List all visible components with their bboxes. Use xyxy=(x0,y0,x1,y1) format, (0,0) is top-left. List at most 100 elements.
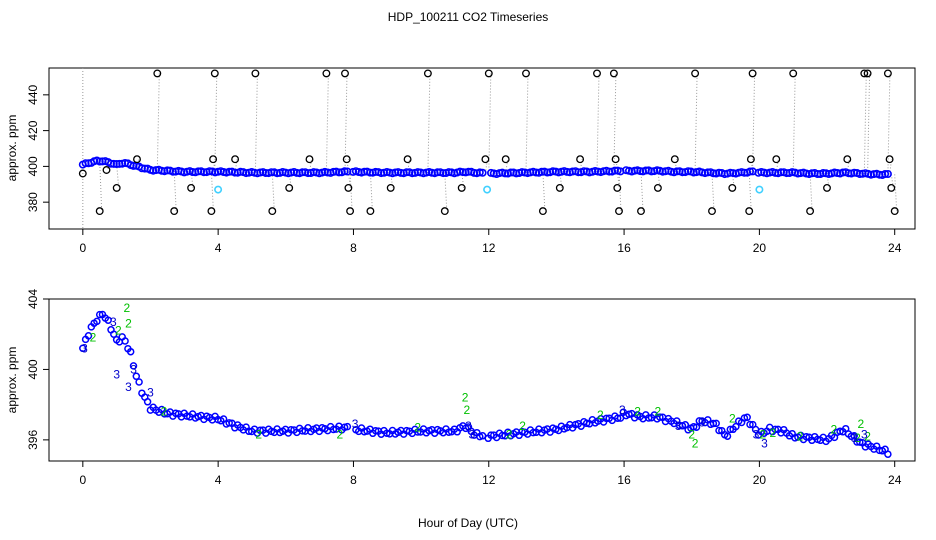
top-outlier-point xyxy=(670,155,679,164)
top-co2-point xyxy=(340,167,349,176)
top-drop-line xyxy=(116,164,120,188)
top-highlight-point xyxy=(755,185,764,194)
bottom-co2-point xyxy=(732,422,740,431)
bottom-x-tick-label: 0 xyxy=(79,473,86,487)
top-x-tick-label: 16 xyxy=(617,241,631,255)
bottom-co2-point xyxy=(498,431,507,440)
bottom-co2-point xyxy=(712,419,720,428)
top-drop-line xyxy=(867,73,871,174)
top-outlier-point xyxy=(231,155,240,164)
bottom-co2-point xyxy=(529,428,537,437)
top-outlier-point xyxy=(823,183,831,192)
top-drop-line xyxy=(750,159,754,172)
top-outlier-point xyxy=(209,155,218,164)
top-y-tick-label: 400 xyxy=(26,156,40,176)
bottom-co2-point xyxy=(371,426,380,435)
bottom-flag3-label: 3 xyxy=(130,362,137,376)
top-drop-line xyxy=(542,172,546,212)
top-drop-line xyxy=(173,171,177,212)
bottom-co2-point xyxy=(143,398,152,406)
bottom-co2-point xyxy=(723,432,732,440)
top-drop-line xyxy=(674,159,678,172)
bottom-flag2-label: 2 xyxy=(597,408,604,422)
top-outlier-point xyxy=(78,169,87,178)
top-y-axis-label: approx. ppm xyxy=(5,115,19,182)
bottom-flag3-label: 3 xyxy=(761,436,768,450)
bottom-co2-point xyxy=(343,422,352,431)
top-outlier-point xyxy=(860,69,869,78)
bottom-y-tick-label: 396 xyxy=(26,430,40,450)
bottom-co2-point xyxy=(743,413,751,422)
top-outlier-point xyxy=(653,183,662,192)
bottom-flag3-label: 3 xyxy=(851,431,858,445)
top-outlier-point xyxy=(133,155,141,164)
top-drop-line xyxy=(596,73,600,172)
top-outlier-point xyxy=(457,183,466,192)
top-outlier-point xyxy=(305,155,314,164)
top-drop-line xyxy=(427,73,431,173)
top-drop-line xyxy=(106,161,109,171)
bottom-flag2-label: 2 xyxy=(634,405,641,419)
top-x-tick-label: 8 xyxy=(350,241,357,255)
bottom-flag2-label: 2 xyxy=(692,436,699,450)
bottom-flag2-label: 2 xyxy=(414,421,421,435)
bottom-co2-point xyxy=(726,425,735,434)
top-co2-point xyxy=(109,159,118,168)
top-drop-line xyxy=(212,159,216,172)
bottom-y-axis-label: approx. ppm xyxy=(5,347,19,414)
top-drop-line xyxy=(254,73,258,173)
top-outlier-point xyxy=(538,207,547,216)
top-outlier-point xyxy=(745,207,754,216)
bottom-x-tick-label: 20 xyxy=(753,473,767,487)
top-outlier-point xyxy=(555,183,564,192)
bottom-co2-point xyxy=(644,414,653,422)
top-drop-line xyxy=(369,172,373,212)
bottom-flag2-label: 2 xyxy=(161,405,168,419)
top-y-tick-label: 420 xyxy=(26,120,40,140)
bottom-flag2-label: 2 xyxy=(854,431,861,445)
bottom-co2-point xyxy=(126,347,135,356)
x-axis-label: Hour of Day (UTC) xyxy=(418,516,518,530)
top-outlier-point xyxy=(153,69,162,78)
top-outlier-point xyxy=(789,69,798,78)
top-outliers xyxy=(78,69,899,216)
top-outlier-point xyxy=(772,155,781,164)
bottom-flag3-label: 3 xyxy=(110,315,117,329)
top-outlier-point xyxy=(170,207,179,216)
top-drop-line xyxy=(640,170,644,212)
top-drop-line xyxy=(809,173,813,212)
top-outlier-point xyxy=(887,183,896,192)
bottom-x-tick-label: 24 xyxy=(888,473,902,487)
top-outlier-point xyxy=(806,207,815,216)
bottom-x-tick-label: 12 xyxy=(482,473,496,487)
top-co2-point xyxy=(881,170,890,179)
bottom-flag2-label: 2 xyxy=(729,412,736,426)
top-drop-line xyxy=(407,159,411,173)
bottom-y-tick-label: 404 xyxy=(26,289,40,309)
top-drop-line xyxy=(890,174,894,188)
top-outlier-point xyxy=(863,69,872,78)
top-drop-line xyxy=(887,73,891,175)
bottom-co2-point xyxy=(79,344,87,353)
bottom-baseline-series xyxy=(79,310,892,458)
bottom-flag2-label: 2 xyxy=(506,428,513,442)
bottom-co2-point xyxy=(298,427,307,435)
bottom-co2-point xyxy=(225,419,233,427)
top-drop-line xyxy=(694,73,698,172)
bottom-flag3-label: 3 xyxy=(469,428,476,442)
top-outlier-point xyxy=(366,207,375,216)
bottom-co2-point xyxy=(715,426,723,435)
bottom-co2-point xyxy=(84,332,93,340)
bottom-co2-point xyxy=(771,425,780,434)
bottom-co2-point xyxy=(445,428,453,436)
top-outlier-point xyxy=(210,69,219,78)
bottom-co2-point xyxy=(287,425,295,434)
bottom-co2-point xyxy=(135,378,143,386)
top-drop-line xyxy=(210,171,214,212)
bottom-co2-point xyxy=(582,419,591,428)
top-x-tick-label: 24 xyxy=(888,241,902,255)
bottom-flag3-label: 3 xyxy=(81,341,88,355)
top-outlier-point xyxy=(522,69,530,78)
bottom-flag3-label: 3 xyxy=(465,419,472,433)
